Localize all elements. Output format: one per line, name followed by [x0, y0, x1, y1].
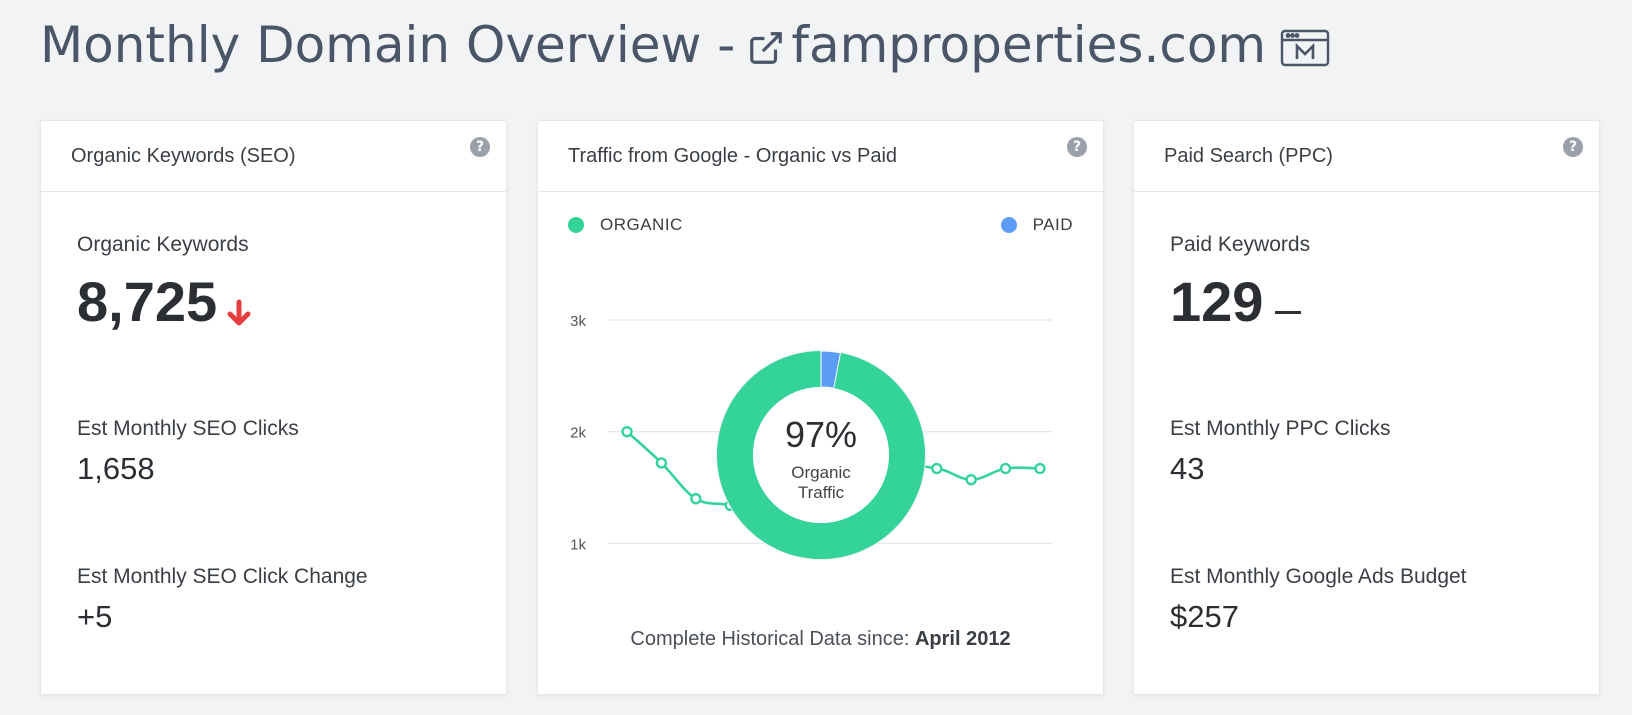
help-icon[interactable]: ?: [470, 137, 490, 157]
organic-data-point: [655, 457, 668, 469]
card-header: Traffic from Google - Organic vs Paid ?: [538, 121, 1103, 192]
legend-organic-dot: [568, 217, 584, 233]
page-header: Monthly Domain Overview - famproperties.…: [40, 10, 1332, 80]
donut-label: Organic: [791, 463, 851, 482]
organic-data-point: [931, 462, 943, 475]
y-tick-label: 1k: [570, 536, 586, 553]
donut-label: Traffic: [798, 483, 845, 502]
seo-click-change-metric: Est Monthly SEO Click Change +5: [77, 565, 368, 635]
metric-value: 1,658: [77, 451, 155, 486]
card-title: Organic Keywords (SEO): [71, 144, 296, 167]
traffic-chart: 01k2k3kJulAugSepOctNovDecJanFebMarAprMay…: [570, 313, 1053, 560]
organic-keywords-value: 8,725: [77, 270, 218, 333]
domain-name[interactable]: famproperties.com: [791, 16, 1267, 74]
card-title: Traffic from Google - Organic vs Paid: [568, 144, 898, 167]
traffic-card: Traffic from Google - Organic vs Paid ? …: [537, 120, 1104, 695]
footer-prefix: Complete Historical Data since:: [630, 628, 910, 650]
seo-clicks-metric: Est Monthly SEO Clicks 1,658: [77, 417, 299, 487]
help-icon[interactable]: ?: [1563, 137, 1583, 157]
metric-big-value: 8,725: [77, 269, 253, 334]
organic-data-point: [965, 473, 977, 486]
help-icon[interactable]: ?: [1067, 137, 1087, 157]
historical-data-note: Complete Historical Data since: April 20…: [538, 628, 1103, 651]
organic-keywords-card: Organic Keywords (SEO) ? Organic Keyword…: [40, 120, 507, 695]
organic-data-point: [999, 462, 1012, 475]
card-title: Paid Search (PPC): [1164, 144, 1333, 167]
metric-label: Paid Keywords: [1170, 233, 1311, 256]
legend-organic[interactable]: ORGANIC: [568, 215, 683, 235]
y-tick-label: 2k: [570, 425, 586, 442]
donut-center: [753, 387, 889, 523]
metric-label: Est Monthly PPC Clicks: [1170, 417, 1391, 440]
paid-search-card: Paid Search (PPC) ? Paid Keywords 129 Es…: [1133, 120, 1600, 695]
organic-data-point: [1034, 462, 1046, 475]
metric-label: Organic Keywords: [77, 233, 249, 256]
organic-data-point: [690, 492, 702, 505]
organic-keywords-metric: Organic Keywords 8,725: [77, 233, 253, 334]
paid-keywords-metric: Paid Keywords 129: [1170, 233, 1310, 334]
page-title: Monthly Domain Overview -: [40, 16, 736, 74]
metric-value: 43: [1170, 451, 1205, 486]
external-link-icon[interactable]: [747, 29, 785, 67]
card-header: Organic Keywords (SEO) ?: [41, 121, 506, 192]
card-header: Paid Search (PPC) ?: [1134, 121, 1599, 192]
metric-value: $257: [1170, 599, 1239, 634]
legend-organic-label: ORGANIC: [600, 215, 683, 234]
metric-value: +5: [77, 599, 113, 634]
arrow-down-icon: [225, 297, 253, 329]
flat-trend-icon: [1275, 311, 1302, 314]
legend-paid-label: PAID: [1032, 215, 1073, 234]
metric-label: Est Monthly SEO Clicks: [77, 417, 299, 440]
organic-data-point: [621, 425, 633, 438]
donut-percent: 97%: [785, 414, 857, 455]
browser-mail-icon[interactable]: [1280, 28, 1332, 68]
metric-label: Est Monthly SEO Click Change: [77, 565, 368, 588]
paid-keywords-value: 129: [1170, 270, 1264, 333]
legend-paid[interactable]: PAID: [1000, 215, 1073, 235]
metric-big-value: 129: [1170, 269, 1310, 334]
ppc-clicks-metric: Est Monthly PPC Clicks 43: [1170, 417, 1391, 487]
footer-date: April 2012: [914, 628, 1011, 650]
ads-budget-metric: Est Monthly Google Ads Budget $257: [1170, 565, 1467, 635]
legend-paid-dot: [1000, 217, 1017, 233]
y-tick-label: 3k: [570, 313, 586, 330]
metric-label: Est Monthly Google Ads Budget: [1170, 565, 1467, 588]
